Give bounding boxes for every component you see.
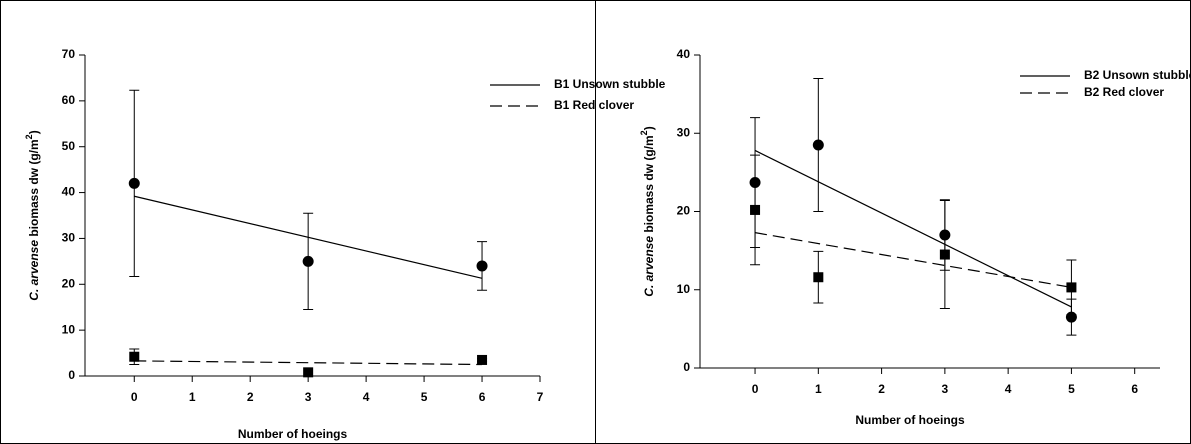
y-label-text: biomass dw (g/m (642, 135, 656, 236)
x-tick-label: 3 (942, 382, 949, 396)
y-tick-label: 10 (677, 282, 691, 296)
x-tick-label: 2 (247, 390, 254, 404)
y-tick-label: 40 (62, 185, 76, 199)
y-label-italic: C. arvense (642, 236, 656, 297)
y-label-text: biomass dw (g/m (27, 139, 41, 240)
data-point (813, 272, 824, 283)
data-point (750, 204, 761, 215)
y-tick-label: 30 (62, 231, 76, 245)
y-tick-label: 30 (677, 125, 691, 139)
panel-border (595, 0, 1191, 444)
data-point (129, 351, 140, 362)
x-tick-label: 7 (537, 390, 544, 404)
legend-label: B1 Red clover (554, 98, 634, 112)
x-tick-label: 6 (1131, 382, 1138, 396)
data-point (477, 354, 488, 365)
legend-label: B2 Unsown stubble (1084, 68, 1191, 82)
y-tick-label: 40 (677, 47, 691, 61)
data-point (1066, 282, 1077, 293)
legend-label: B1 Unsown stubble (554, 77, 666, 91)
y-label-italic: C. arvense (27, 240, 41, 301)
y-label-end: ) (27, 130, 41, 134)
data-point (939, 249, 950, 260)
y-label-end: ) (642, 126, 656, 130)
x-tick-label: 0 (752, 382, 759, 396)
y-tick-label: 20 (62, 276, 76, 290)
data-point (812, 139, 824, 151)
x-tick-label: 1 (189, 390, 196, 404)
x-tick-label: 4 (1005, 382, 1012, 396)
x-tick-label: 4 (363, 390, 370, 404)
data-point (128, 177, 140, 189)
x-tick-label: 2 (878, 382, 885, 396)
x-tick-label: 0 (131, 390, 138, 404)
fit-line (754, 149, 1072, 308)
y-tick-label: 10 (62, 322, 76, 336)
panel-border (0, 0, 596, 444)
fit-line (754, 232, 1072, 288)
y-axis-label: C. arvense biomass dw (g/m2) (639, 126, 656, 296)
y-label-superscript: 2 (639, 130, 649, 135)
y-label-superscript: 2 (24, 134, 34, 139)
fit-line (134, 360, 483, 366)
y-tick-label: 70 (62, 47, 76, 61)
x-tick-label: 6 (479, 390, 486, 404)
x-axis-label: Number of hoeings (855, 413, 965, 427)
y-tick-label: 0 (683, 360, 690, 374)
x-tick-label: 5 (1068, 382, 1075, 396)
x-axis-label: Number of hoeings (238, 427, 348, 441)
data-point (303, 367, 314, 378)
x-tick-label: 5 (421, 390, 428, 404)
legend-label: B2 Red clover (1084, 85, 1164, 99)
y-tick-label: 0 (68, 368, 75, 382)
data-point (476, 260, 488, 272)
y-tick-label: 20 (677, 204, 691, 218)
x-tick-label: 1 (815, 382, 822, 396)
y-tick-label: 60 (62, 93, 76, 107)
data-point (302, 255, 314, 267)
x-tick-label: 3 (305, 390, 312, 404)
y-tick-label: 50 (62, 139, 76, 153)
y-axis-label: C. arvense biomass dw (g/m2) (24, 130, 41, 300)
